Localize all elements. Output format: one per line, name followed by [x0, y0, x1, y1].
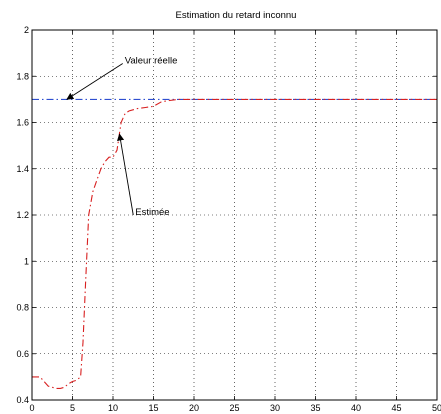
y-tick-label: 0.8	[16, 303, 29, 313]
x-tick-label: 50	[432, 403, 441, 413]
grid-lines	[32, 30, 437, 400]
annotation-arrow	[66, 63, 123, 100]
y-tick-labels: 0.4 0.6 0.8 1 1.2 1.4 1.6 1.8 2	[16, 25, 29, 405]
chart-title: Estimation du retard inconnu	[176, 10, 297, 21]
y-tick-label: 1.2	[16, 210, 29, 220]
axis-ticks	[31, 29, 438, 401]
annotation-label: Valeur réelle	[125, 56, 178, 67]
x-tick-label: 0	[29, 403, 34, 413]
y-tick-label: 0.6	[16, 349, 29, 359]
y-tick-label: 1.6	[16, 118, 29, 128]
x-tick-label: 15	[148, 403, 158, 413]
x-tick-label: 10	[108, 403, 118, 413]
annotation-estimate: Estimée	[117, 133, 170, 218]
y-tick-label: 1.8	[16, 71, 29, 81]
x-tick-label: 5	[70, 403, 75, 413]
x-tick-label: 25	[229, 403, 239, 413]
x-tick-labels: 0 5 10 15 20 25 30 35 40 45 50	[29, 403, 441, 413]
y-tick-label: 2	[24, 25, 29, 35]
annotation-arrow	[117, 133, 134, 216]
x-tick-label: 35	[310, 403, 320, 413]
series-group	[32, 98, 437, 389]
y-tick-label: 1	[24, 256, 29, 266]
annotation-label: Estimée	[135, 207, 169, 218]
x-tick-label: 30	[270, 403, 280, 413]
annotation-true-value: Valeur réelle	[66, 56, 178, 100]
y-tick-label: 0.4	[16, 395, 29, 405]
x-tick-label: 45	[391, 403, 401, 413]
x-tick-label: 20	[189, 403, 199, 413]
estimate-line	[32, 98, 437, 389]
annotations-group: Valeur réelle Estimée	[66, 56, 178, 218]
y-tick-label: 1.4	[16, 164, 29, 174]
x-tick-label: 40	[351, 403, 361, 413]
